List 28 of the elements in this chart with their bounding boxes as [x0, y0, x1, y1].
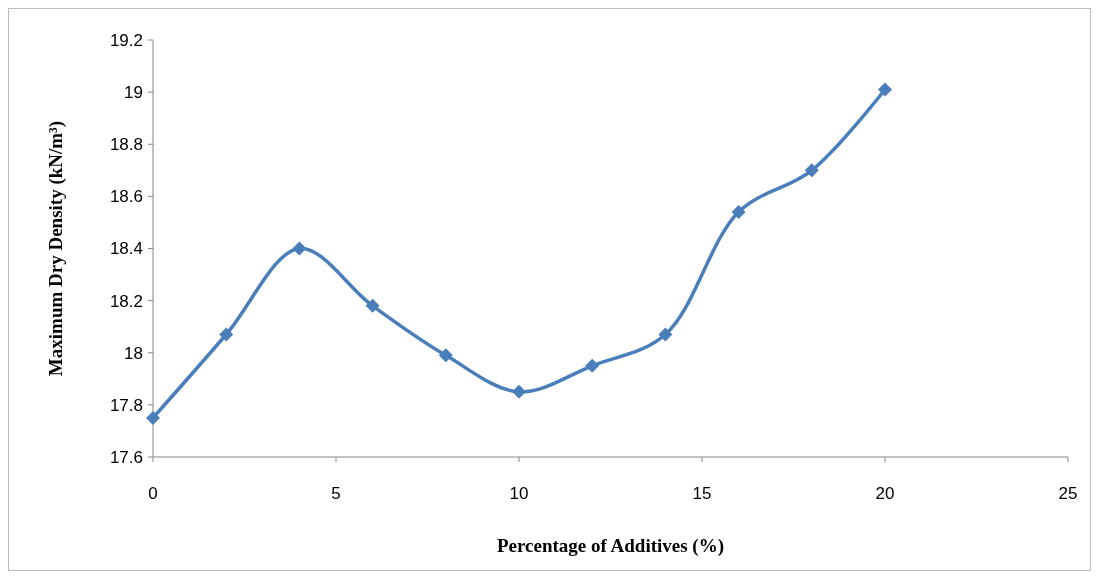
point [365, 298, 380, 313]
point [878, 82, 892, 97]
point [292, 241, 307, 256]
y-tick-label: 17.8 [109, 395, 143, 415]
point [658, 327, 673, 342]
point [146, 410, 160, 425]
x-tick-label: 5 [331, 484, 341, 503]
y-tick-label: 19.2 [109, 30, 143, 50]
x-tick-label: 20 [875, 484, 895, 503]
y-tick-label: 18.8 [109, 135, 143, 155]
y-tick-label: 19 [124, 83, 143, 103]
point [219, 327, 234, 342]
point [438, 348, 453, 363]
y-tick-label: 18.2 [109, 291, 143, 311]
y-tick-label: 17.6 [109, 447, 143, 467]
point [585, 358, 600, 373]
x-tick-label: 0 [148, 484, 158, 503]
y-axis-title: Maximum Dry Density (kN/m³) [45, 120, 67, 377]
point [731, 205, 746, 220]
y-tick-label: 18.4 [109, 239, 143, 259]
x-tick-label: 15 [692, 484, 712, 503]
x-axis-title: Percentage of Additives (%) [496, 535, 725, 557]
point [804, 163, 819, 178]
x-tick-label: 10 [509, 484, 529, 503]
point [512, 384, 526, 399]
x-tick-label: 25 [1058, 484, 1078, 503]
y-tick-label: 18.6 [109, 187, 143, 207]
y-tick-label: 18 [124, 343, 143, 363]
